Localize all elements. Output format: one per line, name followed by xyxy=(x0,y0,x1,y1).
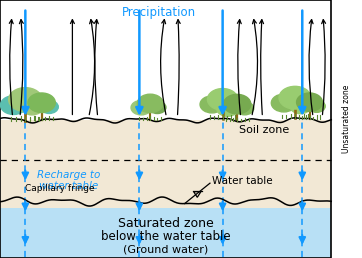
Circle shape xyxy=(149,101,166,114)
Text: below the water table: below the water table xyxy=(101,230,231,243)
Circle shape xyxy=(223,94,251,114)
Text: Unsaturated zone: Unsaturated zone xyxy=(342,84,351,153)
Circle shape xyxy=(40,100,58,114)
Text: Recharge to
water table: Recharge to water table xyxy=(37,170,101,191)
Text: Water table: Water table xyxy=(212,176,272,186)
Text: Capillary fringe: Capillary fringe xyxy=(25,184,95,193)
Circle shape xyxy=(21,100,43,115)
Circle shape xyxy=(0,96,27,115)
Circle shape xyxy=(207,88,238,110)
Circle shape xyxy=(24,97,46,113)
Circle shape xyxy=(236,102,254,115)
Circle shape xyxy=(131,100,151,115)
Circle shape xyxy=(137,94,163,112)
Circle shape xyxy=(308,100,325,112)
Text: Soil zone: Soil zone xyxy=(239,125,289,135)
Circle shape xyxy=(221,97,241,111)
Circle shape xyxy=(290,99,311,114)
Circle shape xyxy=(279,86,311,109)
Bar xyxy=(0,120,331,208)
Bar xyxy=(0,208,331,258)
Circle shape xyxy=(200,96,224,113)
Circle shape xyxy=(296,93,323,111)
Circle shape xyxy=(271,94,296,112)
Circle shape xyxy=(293,95,315,110)
Text: Precipitation: Precipitation xyxy=(122,6,196,19)
Circle shape xyxy=(28,93,55,112)
Circle shape xyxy=(9,88,42,111)
Text: (Ground water): (Ground water) xyxy=(123,245,208,254)
Text: Saturated zone: Saturated zone xyxy=(118,217,214,230)
Circle shape xyxy=(217,101,238,116)
